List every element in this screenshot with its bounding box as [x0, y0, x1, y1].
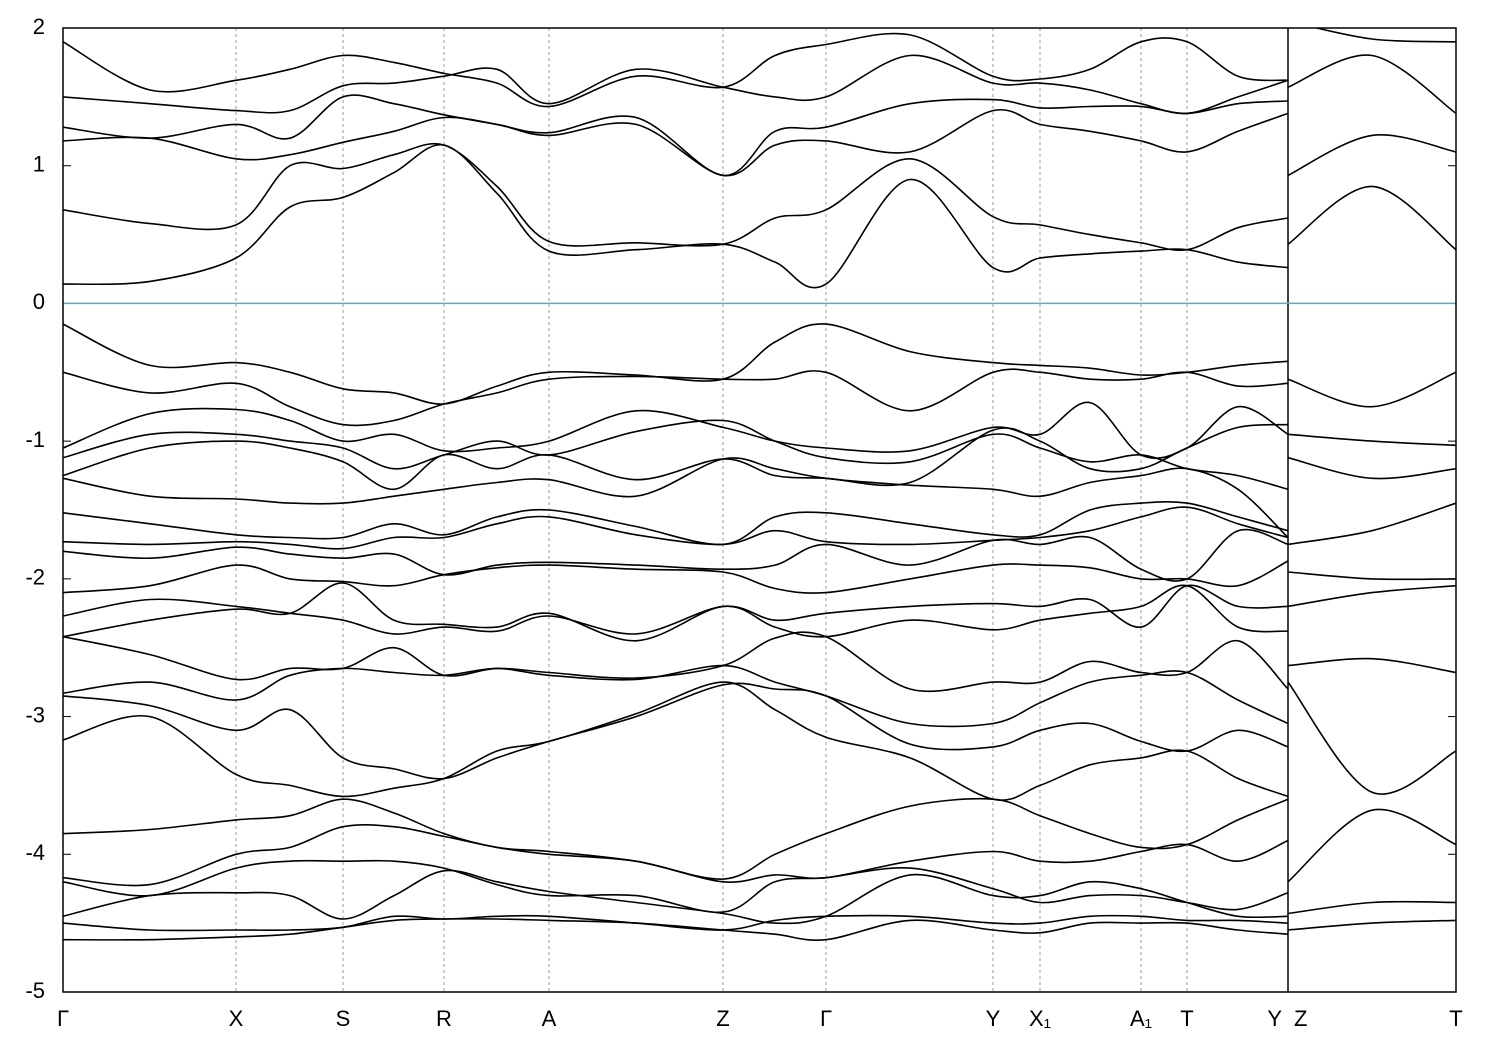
x-tick-label: Z: [716, 1006, 729, 1031]
band-line: [63, 368, 1289, 427]
bands: [63, 28, 1456, 941]
band-line: [63, 457, 1289, 539]
band-line: [1287, 657, 1456, 674]
x-tick-label: Z: [1294, 1006, 1307, 1031]
band-line: [63, 54, 1289, 115]
band-line: [63, 506, 1289, 550]
band-line: [1287, 808, 1456, 883]
x-tick-label: T: [1449, 1006, 1462, 1031]
band-line: [63, 401, 1289, 459]
band-line: [63, 918, 1289, 941]
band-line: [1287, 134, 1456, 177]
band-line: [63, 94, 1289, 177]
x-tick-label: A: [542, 1006, 557, 1031]
y-tick-label: 2: [33, 14, 45, 39]
band-line: [1313, 28, 1456, 43]
band-line: [63, 528, 1289, 582]
x-tick-label: X: [229, 1006, 244, 1031]
band-line: [1287, 502, 1456, 546]
x-tick-label: T: [1180, 1006, 1193, 1031]
band-line: [1287, 371, 1456, 408]
y-tick-label: 0: [33, 289, 45, 314]
band-line: [63, 560, 1289, 594]
x-tick-label: R: [436, 1006, 452, 1031]
band-line: [1287, 433, 1456, 447]
y-tick-label: -3: [25, 702, 45, 727]
band-line: [63, 869, 1289, 925]
band-line: [63, 143, 1289, 252]
y-tick-label: -5: [25, 978, 45, 1003]
band-line: [1287, 185, 1456, 251]
band-line: [63, 681, 1289, 801]
band-line: [63, 797, 1289, 880]
y-tick-label: -1: [25, 427, 45, 452]
x-tick-label: Y: [1267, 1006, 1282, 1031]
x-tick-label: S: [336, 1006, 351, 1031]
x-tick-label: Y: [986, 1006, 1001, 1031]
band-line: [1287, 900, 1456, 915]
x-tick-label: Γ: [57, 1006, 69, 1031]
x-tick-label: X₁: [1029, 1006, 1051, 1031]
y-tick-label: -4: [25, 840, 45, 865]
band-line: [63, 682, 1289, 780]
x-tick-label: Γ: [820, 1006, 832, 1031]
band-line: [1287, 456, 1456, 480]
band-line: [63, 423, 1289, 491]
band-line: [63, 32, 1289, 108]
band-line: [63, 823, 1289, 887]
band-line: [1287, 54, 1456, 115]
band-line: [1287, 571, 1456, 581]
band-line: [1287, 584, 1456, 608]
y-tick-label: -2: [25, 565, 45, 590]
band-line: [63, 419, 1289, 491]
band-line: [63, 582, 1289, 642]
y-tick-label: 1: [33, 152, 45, 177]
band-line: [63, 664, 1289, 728]
band-line: [1287, 919, 1456, 931]
plot-frame: [62, 27, 1457, 993]
band-line: [1287, 681, 1456, 795]
x-tick-label: A₁: [1130, 1006, 1152, 1031]
